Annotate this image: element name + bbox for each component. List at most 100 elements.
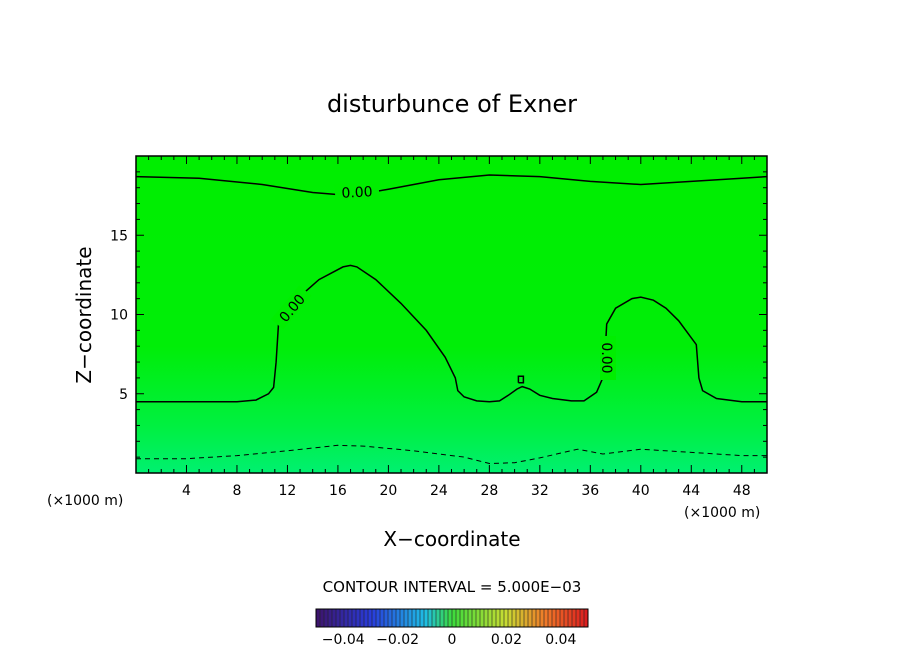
- colorbar-cell: [404, 609, 409, 627]
- colorbar-cell: [548, 609, 553, 627]
- colorbar-cell: [584, 609, 589, 627]
- colorbar-cell: [364, 609, 369, 627]
- contour-line: [136, 444, 767, 465]
- colorbar-cell: [572, 609, 577, 627]
- colorbar-cell: [524, 609, 529, 627]
- colorbar-cell: [532, 609, 537, 627]
- colorbar-cell: [316, 609, 321, 627]
- colorbar-cell: [352, 609, 357, 627]
- colorbar-cell: [488, 609, 493, 627]
- colorbar-cell: [376, 609, 381, 627]
- colorbar-cell: [512, 609, 517, 627]
- colorbar-cell: [452, 609, 457, 627]
- colorbar-cell: [460, 609, 465, 627]
- contour-field: [136, 156, 767, 473]
- x-tick-label: 48: [733, 483, 751, 499]
- x-tick-label: 24: [430, 483, 448, 499]
- colorbar-cell: [432, 609, 437, 627]
- colorbar-cell: [500, 609, 505, 627]
- colorbar-cell: [428, 609, 433, 627]
- colorbar-cell: [552, 609, 557, 627]
- colorbar-cell: [560, 609, 565, 627]
- colorbar-cell: [324, 609, 329, 627]
- colorbar-cell: [320, 609, 325, 627]
- colorbar-frame: [315, 608, 589, 628]
- colorbar-cell: [568, 609, 573, 627]
- colorbar-cell: [484, 609, 489, 627]
- colorbar-cell: [328, 609, 333, 627]
- x-tick-label: 16: [329, 483, 347, 499]
- contour-label-bg: [334, 181, 380, 201]
- contour-label-bg: [270, 285, 312, 330]
- contour-line: [517, 375, 525, 384]
- x-tick-label: 12: [279, 483, 297, 499]
- colorbar-cell: [440, 609, 445, 627]
- colorbar-cell: [356, 609, 361, 627]
- x-axis: 4 8 12 16 20 24 28 32 36 40 44 48: [148, 156, 755, 499]
- colorbar-cell: [368, 609, 373, 627]
- colorbar-cell: [348, 609, 353, 627]
- x-tick-label: 44: [682, 483, 700, 499]
- colorbar-cell: [516, 609, 521, 627]
- colorbar-cell: [576, 609, 581, 627]
- colorbar-cell: [384, 609, 389, 627]
- colorbar-cell: [556, 609, 561, 627]
- colorbar-cell: [436, 609, 441, 627]
- x-tick-label: 40: [632, 483, 650, 499]
- x-axis-label: X−coordinate: [383, 527, 520, 551]
- x-tick-label: 20: [379, 483, 397, 499]
- contour-label-bg: [600, 336, 616, 380]
- colorbar-cell: [472, 609, 477, 627]
- colorbar-cell: [504, 609, 509, 627]
- colorbar-cell: [408, 609, 413, 627]
- colorbar-cell: [536, 609, 541, 627]
- y-tick-label: 10: [110, 308, 128, 324]
- colorbar-cell: [396, 609, 401, 627]
- x-tick-label: 36: [581, 483, 599, 499]
- colorbar-cell: [388, 609, 393, 627]
- colorbar-cell: [564, 609, 569, 627]
- colorbar-cell: [344, 609, 349, 627]
- colorbar-cell: [392, 609, 397, 627]
- colorbar-cell: [496, 609, 501, 627]
- colorbar-tick-label: −0.04: [322, 632, 365, 648]
- x-unit-right: (×1000 m): [684, 505, 760, 521]
- colorbar-tick-label: 0.04: [545, 632, 576, 648]
- colorbar-cell: [456, 609, 461, 627]
- colorbar-cell: [412, 609, 417, 627]
- x-tick-label: 4: [182, 483, 191, 499]
- colorbar-cell: [332, 609, 337, 627]
- colorbar-cell: [416, 609, 421, 627]
- chart-title: disturbunce of Exner: [327, 90, 577, 118]
- y-tick-label: 5: [119, 387, 128, 403]
- contour-label: 0.00: [341, 184, 373, 202]
- colorbar-tick-label: 0.02: [491, 632, 522, 648]
- colorbar-cell: [400, 609, 405, 627]
- contour-line: [135, 174, 768, 197]
- colorbar-cell: [340, 609, 345, 627]
- y-tick-label: 15: [110, 228, 128, 244]
- colorbar-tick-label: −0.02: [376, 632, 419, 648]
- colorbar: −0.04 −0.02 0 0.02 0.04: [315, 608, 589, 648]
- colorbar-cell: [448, 609, 453, 627]
- x-tick-label: 28: [480, 483, 498, 499]
- colorbar-cell: [544, 609, 549, 627]
- colorbar-cell: [360, 609, 365, 627]
- colorbar-cell: [444, 609, 449, 627]
- colorbar-cell: [468, 609, 473, 627]
- colorbar-cell: [372, 609, 377, 627]
- colorbar-cell: [380, 609, 385, 627]
- y-axis: 5 10 15: [110, 171, 767, 458]
- colorbar-cell: [336, 609, 341, 627]
- colorbar-tick-label: 0: [448, 632, 457, 648]
- colorbar-cell: [420, 609, 425, 627]
- x-unit-left: (×1000 m): [47, 493, 123, 509]
- colorbar-cell: [424, 609, 429, 627]
- colorbar-cell: [528, 609, 533, 627]
- colorbar-cell: [476, 609, 481, 627]
- contour-interval-label: CONTOUR INTERVAL = 5.000E−03: [323, 578, 582, 596]
- colorbar-cell: [480, 609, 485, 627]
- contour-label: 0.00: [598, 342, 614, 373]
- colorbar-cell: [492, 609, 497, 627]
